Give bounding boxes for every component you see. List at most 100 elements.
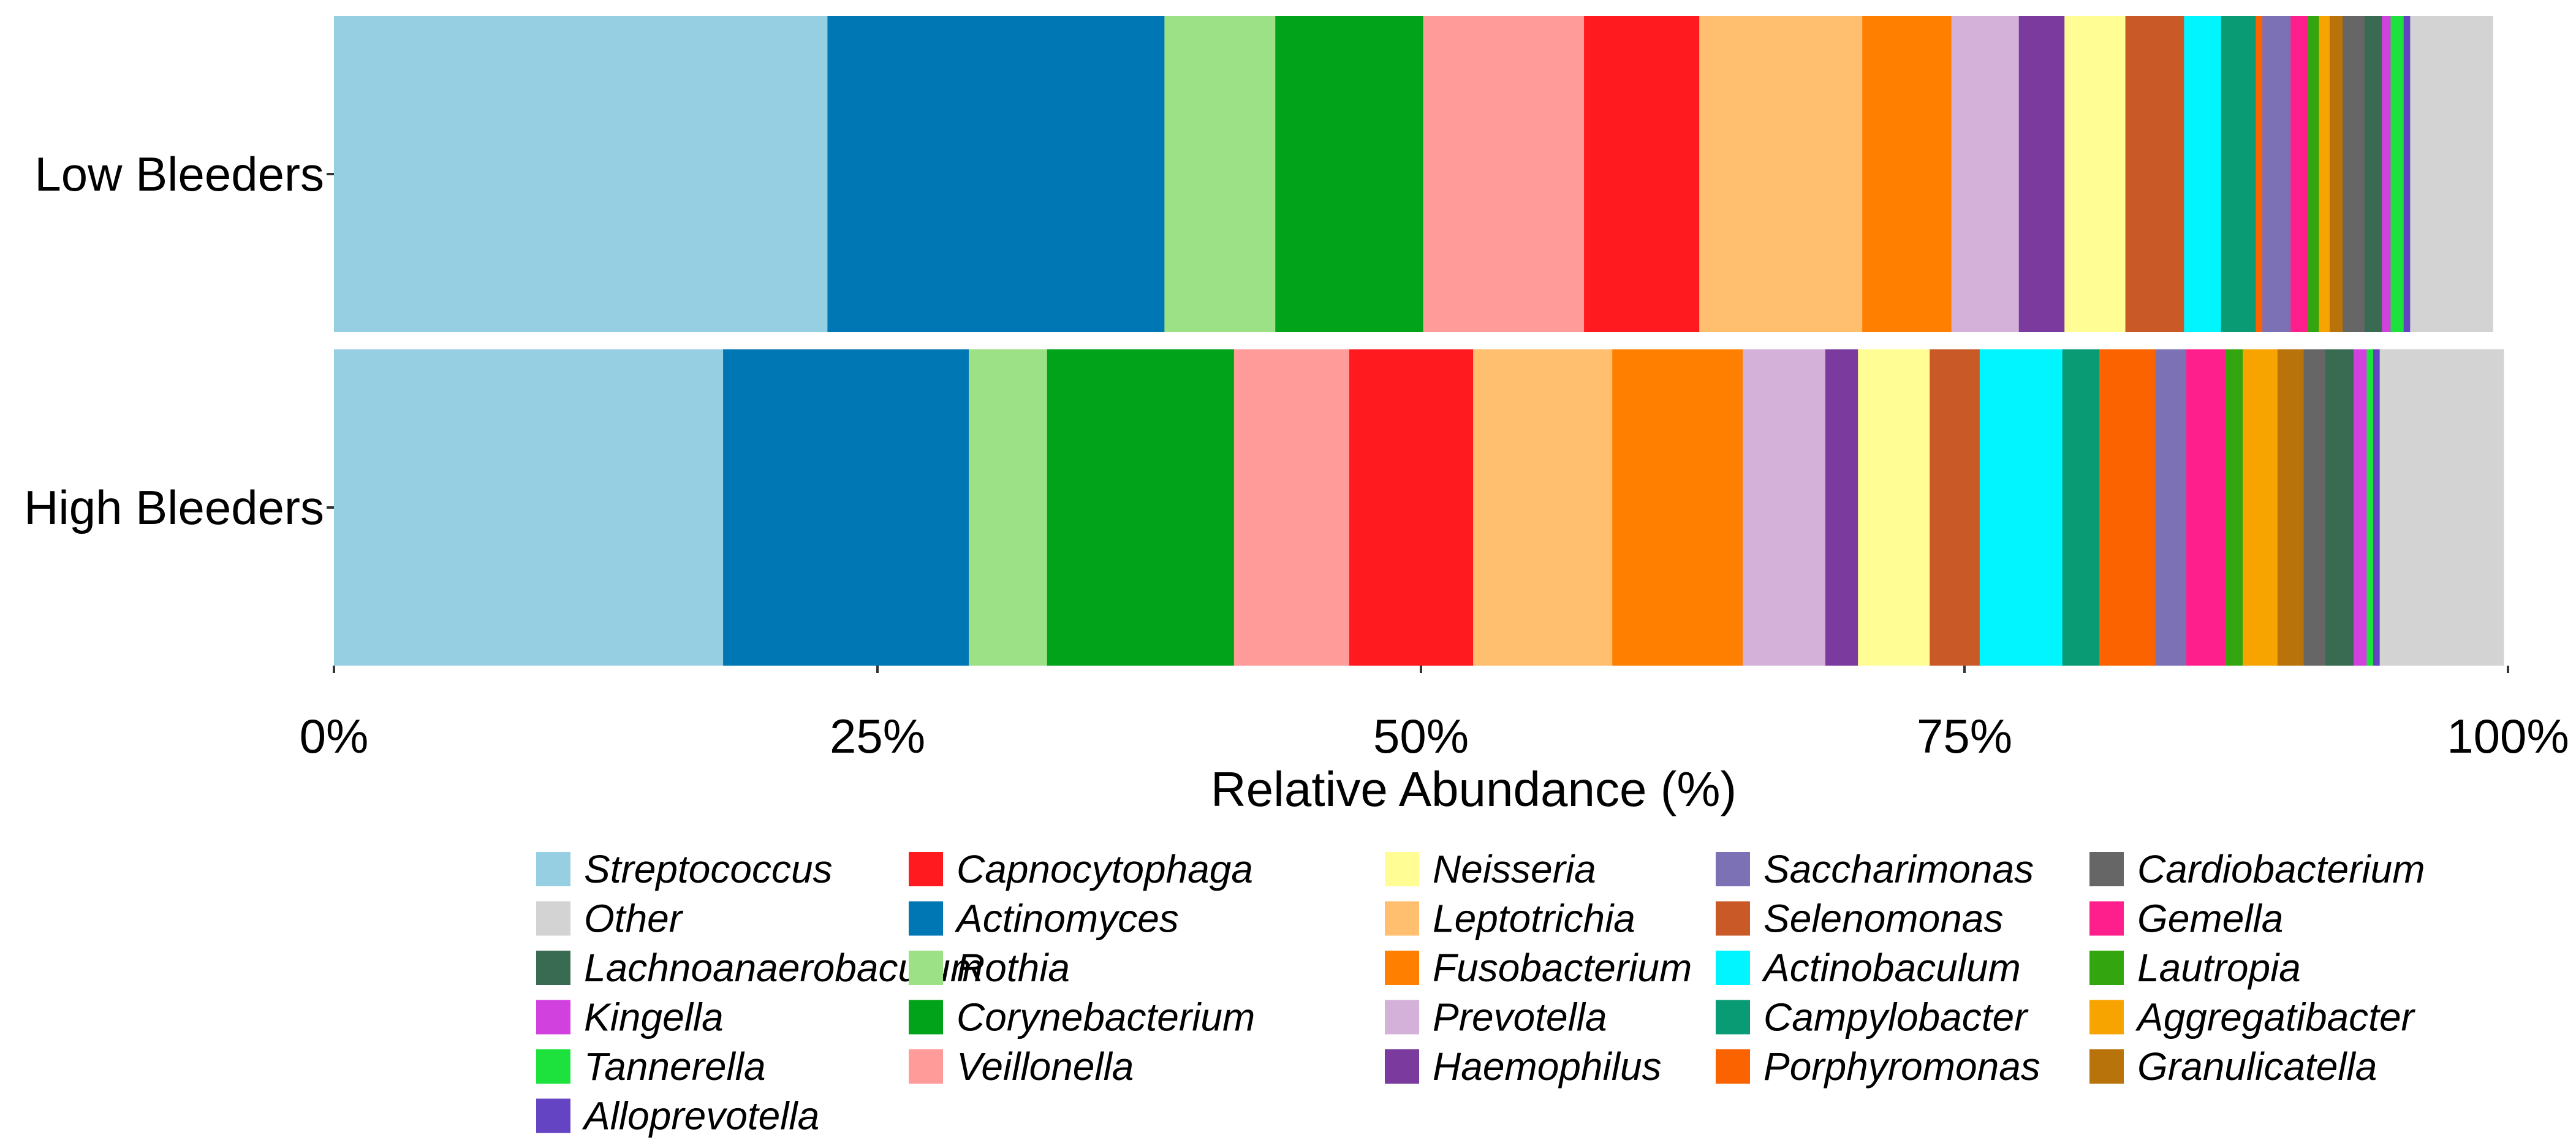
legend-label-leptotrichia: Leptotrichia xyxy=(1433,897,1635,941)
segment-high-bleeders-capnocytophaga xyxy=(1349,349,1474,666)
segment-low-bleeders-haemophilus xyxy=(2018,16,2065,332)
segment-low-bleeders-cardiobacterium xyxy=(2343,16,2365,332)
legend-label-haemophilus: Haemophilus xyxy=(1433,1044,1662,1089)
legend-label-alloprevotella: Alloprevotella xyxy=(581,1094,819,1138)
legend-label-cardiobacterium: Cardiobacterium xyxy=(2137,847,2425,891)
legend-swatch-other xyxy=(536,901,570,936)
segment-low-bleeders-leptotrichia xyxy=(1699,16,1863,332)
segment-high-bleeders-prevotella xyxy=(1743,349,1826,666)
segment-high-bleeders-rothia xyxy=(969,349,1048,666)
legend-item-aggregatibacter: Aggregatibacter xyxy=(2089,995,2416,1040)
legend-item-capnocytophaga: Capnocytophaga xyxy=(909,847,1253,891)
legend-swatch-haemophilus xyxy=(1385,1049,1419,1084)
legend-swatch-tannerella xyxy=(536,1049,570,1084)
legend-label-corynebacterium: Corynebacterium xyxy=(957,995,1255,1040)
legend-swatch-porphyromonas xyxy=(1716,1049,1750,1084)
segment-high-bleeders-selenomonas xyxy=(1930,349,1980,666)
legend-label-veillonella: Veillonella xyxy=(957,1044,1134,1089)
segment-low-bleeders-neisseria xyxy=(2064,16,2126,332)
segment-high-bleeders-leptotrichia xyxy=(1473,349,1613,666)
legend-item-veillonella: Veillonella xyxy=(909,1044,1134,1089)
legend-item-gemella: Gemella xyxy=(2089,897,2283,941)
legend-label-saccharimonas: Saccharimonas xyxy=(1763,847,2034,891)
segment-low-bleeders-selenomonas xyxy=(2125,16,2184,332)
legend-swatch-lachnoanaerobaculum xyxy=(536,951,570,985)
legend-swatch-corynebacterium xyxy=(909,1000,943,1035)
legend-label-gemella: Gemella xyxy=(2137,897,2283,941)
legend-item-porphyromonas: Porphyromonas xyxy=(1716,1044,2040,1089)
legend-label-aggregatibacter: Aggregatibacter xyxy=(2135,995,2416,1040)
bar-high-bleeders xyxy=(334,349,2504,666)
legend-label-neisseria: Neisseria xyxy=(1433,847,1596,891)
legend-item-neisseria: Neisseria xyxy=(1385,847,1596,891)
segment-high-bleeders-actinobaculum xyxy=(1979,349,2063,666)
legend-swatch-streptococcus xyxy=(536,852,570,886)
legend-swatch-gemella xyxy=(2089,901,2124,936)
segment-low-bleeders-rothia xyxy=(1164,16,1276,332)
legend-item-leptotrichia: Leptotrichia xyxy=(1385,897,1635,941)
legend-label-tannerella: Tannerella xyxy=(584,1044,766,1089)
legend-label-streptococcus: Streptococcus xyxy=(584,847,833,891)
segment-low-bleeders-capnocytophaga xyxy=(1584,16,1700,332)
segment-high-bleeders-tannerella xyxy=(2366,349,2374,666)
legend-label-other: Other xyxy=(584,897,684,941)
y-label-low-bleeders: Low Bleeders xyxy=(34,147,324,201)
legend-label-lautropia: Lautropia xyxy=(2137,946,2301,990)
x-tick-label-3: 75% xyxy=(1917,709,2012,763)
legend-swatch-granulicatella xyxy=(2089,1049,2124,1084)
legend-swatch-aggregatibacter xyxy=(2089,1000,2124,1035)
segment-low-bleeders-lautropia xyxy=(2308,16,2319,332)
segment-low-bleeders-granulicatella xyxy=(2330,16,2343,332)
legend-swatch-neisseria xyxy=(1385,852,1419,886)
legend-label-porphyromonas: Porphyromonas xyxy=(1763,1044,2040,1089)
segment-high-bleeders-gemella xyxy=(2186,349,2226,666)
bars-layer xyxy=(334,16,2504,666)
segment-low-bleeders-streptococcus xyxy=(334,16,828,332)
segment-high-bleeders-neisseria xyxy=(1858,349,1930,666)
segment-low-bleeders-prevotella xyxy=(1951,16,2020,332)
segment-high-bleeders-campylobacter xyxy=(2062,349,2100,666)
segment-low-bleeders-alloprevotella xyxy=(2403,16,2411,332)
segment-low-bleeders-kingella xyxy=(2382,16,2392,332)
legend-label-fusobacterium: Fusobacterium xyxy=(1433,946,1692,990)
legend-swatch-actinomyces xyxy=(909,901,943,936)
segment-low-bleeders-lachnoanaerobaculum xyxy=(2364,16,2382,332)
legend-item-tannerella: Tannerella xyxy=(536,1044,766,1089)
legend-swatch-kingella xyxy=(536,1000,570,1035)
legend-swatch-selenomonas xyxy=(1716,901,1750,936)
y-label-high-bleeders: High Bleeders xyxy=(24,481,324,534)
legend-item-cardiobacterium: Cardiobacterium xyxy=(2089,847,2425,891)
bar-low-bleeders xyxy=(334,16,2493,332)
legend-label-kingella: Kingella xyxy=(584,995,724,1040)
segment-high-bleeders-lautropia xyxy=(2225,349,2243,666)
segment-high-bleeders-lachnoanaerobaculum xyxy=(2325,349,2354,666)
legend-item-haemophilus: Haemophilus xyxy=(1385,1044,1662,1089)
segment-low-bleeders-corynebacterium xyxy=(1275,16,1424,332)
legend-item-saccharimonas: Saccharimonas xyxy=(1716,847,2034,891)
segment-high-bleeders-cardiobacterium xyxy=(2303,349,2326,666)
axis-layer: Low Bleeders High Bleeders 0% 25% 50% 75% 100% xyxy=(24,147,2569,763)
segment-low-bleeders-actinomyces xyxy=(827,16,1165,332)
legend-swatch-leptotrichia xyxy=(1385,901,1419,936)
segment-low-bleeders-veillonella xyxy=(1423,16,1585,332)
legend-label-actinobaculum: Actinobaculum xyxy=(1761,946,2021,990)
legend-swatch-alloprevotella xyxy=(536,1098,570,1133)
legend-label-capnocytophaga: Capnocytophaga xyxy=(957,847,1253,891)
legend-item-other: Other xyxy=(536,897,684,941)
legend-item-granulicatella: Granulicatella xyxy=(2089,1044,2377,1089)
legend-item-actinobaculum: Actinobaculum xyxy=(1716,946,2021,990)
legend-item-lautropia: Lautropia xyxy=(2089,946,2301,990)
legend-swatch-prevotella xyxy=(1385,1000,1419,1035)
x-tick-label-0: 0% xyxy=(300,709,369,763)
segment-low-bleeders-other xyxy=(2410,16,2493,332)
legend-swatch-rothia xyxy=(909,951,943,985)
legend-item-campylobacter: Campylobacter xyxy=(1716,995,2029,1040)
x-tick-label-1: 25% xyxy=(830,709,925,763)
segment-high-bleeders-fusobacterium xyxy=(1612,349,1743,666)
segment-low-bleeders-campylobacter xyxy=(2221,16,2257,332)
legend-item-rothia: Rothia xyxy=(909,946,1070,990)
legend-label-prevotella: Prevotella xyxy=(1433,995,1607,1040)
segment-high-bleeders-porphyromonas xyxy=(2099,349,2156,666)
segment-high-bleeders-actinomyces xyxy=(723,349,969,666)
